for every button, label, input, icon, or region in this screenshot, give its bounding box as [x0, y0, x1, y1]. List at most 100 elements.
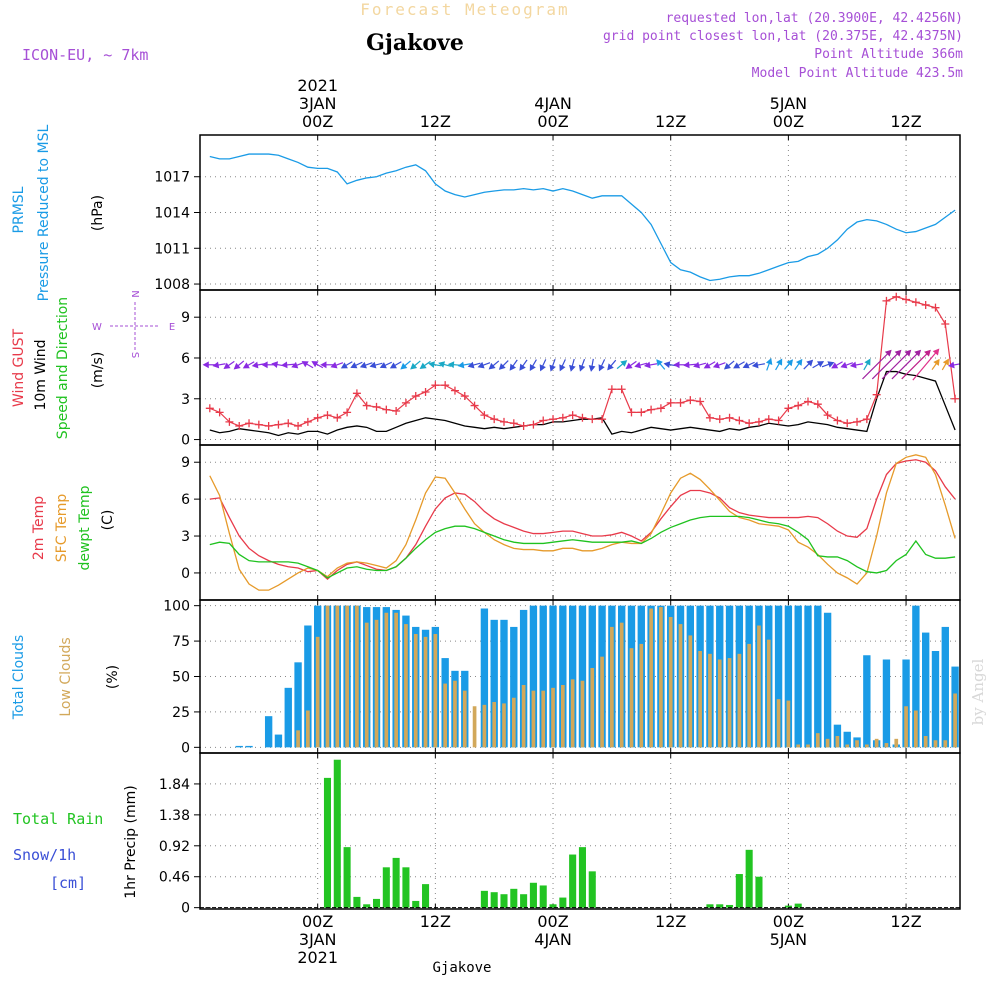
- wind-arrow-head: [340, 362, 348, 369]
- low-cloud-bar: [776, 699, 781, 748]
- low-cloud-bar: [649, 608, 653, 748]
- compass-n: N: [129, 290, 140, 297]
- gust-marker: [323, 411, 332, 420]
- wind-arrow-head: [261, 361, 268, 369]
- y-tick-label: 0: [181, 740, 190, 756]
- gust-marker: [254, 420, 263, 429]
- y-tick-label: 1011: [154, 241, 190, 257]
- bottom-time-label: 3JAN: [299, 930, 337, 949]
- pressure-desc-label: Pressure Reduced to MSL: [36, 124, 52, 301]
- total-cloud-bar: [922, 632, 930, 748]
- plot-area: [202, 292, 960, 437]
- rain-bar: [784, 905, 792, 908]
- gust-marker: [862, 415, 871, 424]
- wind-arrow: [350, 361, 363, 369]
- gust-marker: [813, 400, 822, 409]
- low-cloud-bar: [443, 683, 447, 748]
- gust-marker: [490, 415, 499, 424]
- y-tick-label: 0: [181, 566, 190, 582]
- y-tick-label: 50: [172, 670, 190, 686]
- wind-arrow: [233, 360, 245, 370]
- rain-bar: [372, 898, 381, 908]
- rain-bar: [716, 904, 724, 908]
- wind-arrow: [242, 361, 255, 369]
- panel-precip: 0 0.46 0.92 1.38 1.84: [159, 752, 961, 917]
- total-cloud-bar: [529, 605, 538, 748]
- low-cloud-bar: [472, 706, 477, 748]
- wind-arrow: [742, 361, 755, 369]
- wind-arrow: [751, 361, 765, 369]
- wind-arrow: [509, 359, 518, 371]
- rain-bar: [726, 904, 734, 908]
- bottom-time-label: 12Z: [655, 912, 686, 931]
- gust-marker: [264, 421, 273, 430]
- temp2m-line: [209, 459, 956, 580]
- wind-arrow: [311, 361, 324, 369]
- wind-arrow-head: [683, 361, 690, 369]
- gust-marker: [647, 405, 656, 414]
- gust-marker: [754, 417, 763, 426]
- rain-bar: [755, 876, 763, 908]
- low-cloud-bar: [384, 612, 389, 748]
- wind-arrow: [340, 361, 353, 369]
- wind-arrow-head: [320, 361, 327, 369]
- wind-dir-label: Speed and Direction: [55, 297, 71, 439]
- low-cloud-bar: [374, 619, 379, 748]
- rain-bar: [559, 897, 567, 908]
- wind-arrow-head: [359, 361, 367, 369]
- total-cloud-bar: [519, 609, 528, 748]
- low-cloud-bar: [453, 680, 457, 748]
- panel-pressure: 1008 1011 1014 1017: [154, 134, 961, 293]
- rain-bar: [412, 900, 420, 908]
- gust-marker: [941, 319, 950, 328]
- wind-arrow: [616, 360, 628, 370]
- wind-arrow-head: [559, 364, 566, 372]
- gust-marker: [225, 417, 234, 426]
- wind-arrow-head: [549, 364, 556, 372]
- gridpoint-coords: grid point closest lon,lat (20.375E, 42.…: [603, 29, 963, 44]
- wind-arrow-shaft: [862, 350, 892, 380]
- wind-arrow-head: [539, 364, 546, 372]
- wind-arrow: [812, 361, 825, 369]
- total-cloud-bar: [304, 625, 312, 748]
- rain-bar: [529, 882, 537, 908]
- low-cloud-bar: [570, 679, 575, 748]
- wind-gust-line: [209, 296, 956, 427]
- gust-marker: [696, 397, 705, 406]
- low-cloud-bar: [394, 612, 398, 748]
- gust-marker: [529, 420, 538, 429]
- wind-arrow: [765, 357, 773, 371]
- wind-arrow-head: [840, 361, 848, 369]
- wind-arrow-head: [884, 349, 892, 357]
- gust-marker: [411, 392, 420, 401]
- panel-wind: 0 3 6 9: [181, 289, 961, 449]
- low-cloud-bar: [590, 668, 595, 748]
- sfctemp-label: SFC Temp: [54, 494, 70, 563]
- wind-arrow-head: [663, 361, 671, 368]
- rain-bar: [343, 847, 351, 908]
- low-cloud-bar: [619, 622, 624, 748]
- watermark: by Angel: [969, 658, 987, 725]
- low-cloud-bar: [796, 744, 801, 748]
- wind-arrow: [625, 360, 637, 369]
- panel-clouds: 0 25 50 75 100: [163, 599, 961, 756]
- wind-arrow: [379, 361, 393, 369]
- total-cloud-bar: [578, 605, 587, 748]
- precip-labels: Total Rain Snow/1h [cm] 1hr Precip (mm): [13, 785, 139, 898]
- y-tick-label: 100: [163, 599, 190, 615]
- rain-bar: [588, 871, 596, 908]
- low-cloud-bar: [933, 740, 938, 748]
- gust-marker: [480, 411, 489, 420]
- wind-arrow: [410, 360, 421, 370]
- wind-arrow: [862, 349, 892, 380]
- low-cloud-bar: [737, 653, 742, 748]
- low-cloud-bar: [433, 634, 438, 748]
- wind-arrow-head: [924, 349, 931, 357]
- top-time-label: 5JAN: [770, 94, 808, 113]
- top-time-label: 3JAN: [299, 94, 337, 113]
- y-tick-label: 75: [172, 634, 190, 650]
- wind-arrow: [656, 359, 666, 370]
- low-cloud-bar: [698, 651, 702, 748]
- wind-arrow: [457, 361, 471, 369]
- y-tick-label: 25: [172, 705, 190, 721]
